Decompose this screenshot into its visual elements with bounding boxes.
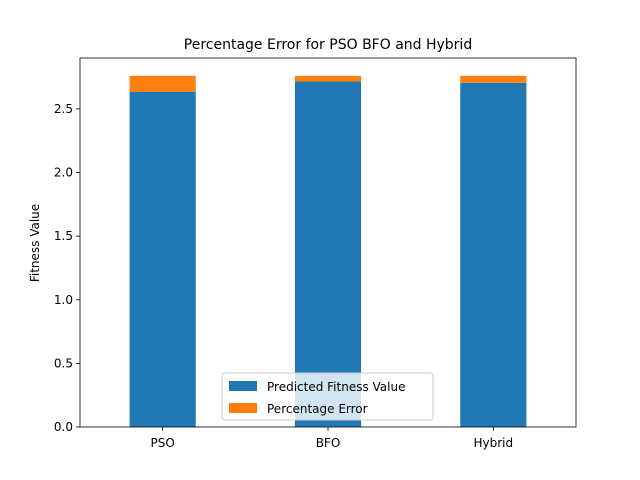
x-tick-label-0: PSO [151, 436, 175, 450]
legend-box [221, 372, 434, 421]
legend: Predicted Fitness Value Percentage Error [221, 372, 434, 421]
plot-area: PSO BFO Hybrid 0.0 0.5 1.0 1.5 2.0 2.5 [54, 57, 577, 450]
bar-0-0 [129, 91, 196, 427]
x-tick-label-2: Hybrid [474, 436, 514, 450]
legend-swatch-1 [229, 403, 257, 413]
legend-label-0: Predicted Fitness Value [267, 380, 405, 394]
bar-1-1 [294, 75, 362, 82]
y-axis-label: Fitness Value [28, 204, 42, 282]
legend-swatch-0 [229, 381, 257, 391]
legend-label-1: Percentage Error [267, 402, 368, 416]
x-tick-label-1: BFO [316, 436, 341, 450]
bar-1-0 [129, 75, 196, 92]
bar-0-1 [294, 81, 362, 427]
y-tick-label-5: 2.5 [54, 102, 73, 116]
y-tick-label-4: 2.0 [54, 166, 73, 180]
y-tick-label-3: 1.5 [54, 229, 73, 243]
plot-frame [79, 57, 577, 428]
y-tick-label-0: 0.0 [54, 420, 73, 434]
y-tick-label-1: 0.5 [54, 356, 73, 370]
bar-0-2 [460, 82, 527, 427]
bar-1-2 [460, 75, 527, 83]
y-tick-label-2: 1.0 [54, 293, 73, 307]
chart-title: Percentage Error for PSO BFO and Hybrid [184, 37, 472, 53]
